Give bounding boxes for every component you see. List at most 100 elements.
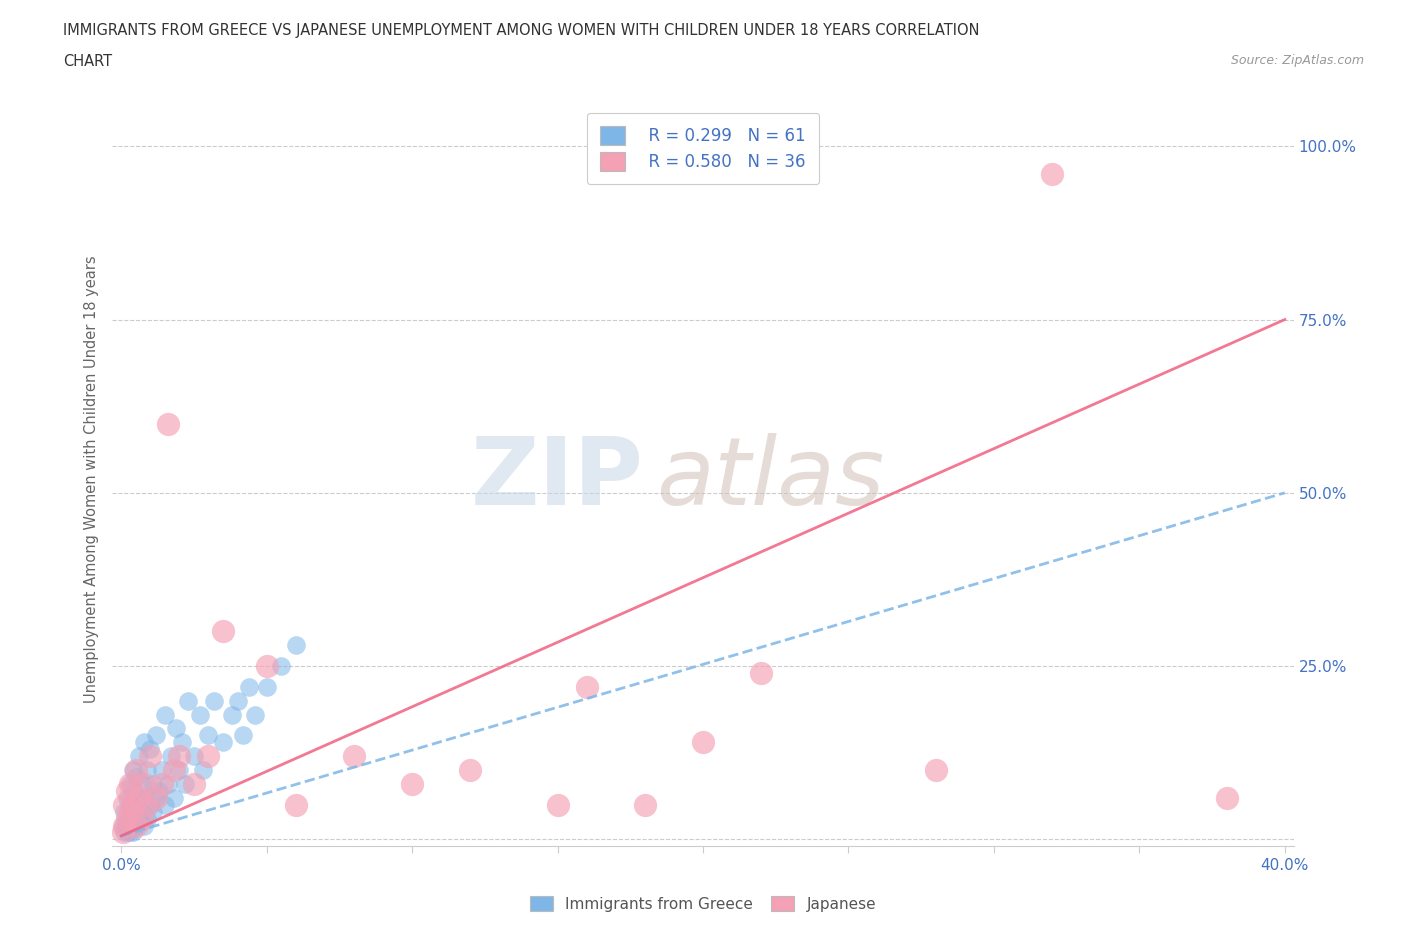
Point xyxy=(202,693,225,708)
Point xyxy=(1040,166,1063,181)
Point xyxy=(112,797,135,812)
Point xyxy=(134,790,156,805)
Point xyxy=(118,811,141,826)
Point xyxy=(188,707,211,722)
Point xyxy=(111,825,134,840)
Point xyxy=(115,790,138,805)
Legend: Immigrants from Greece, Japanese: Immigrants from Greece, Japanese xyxy=(524,889,882,918)
Point xyxy=(243,707,266,722)
Point xyxy=(142,777,165,791)
Point xyxy=(169,749,191,764)
Point xyxy=(692,735,714,750)
Point xyxy=(136,763,159,777)
Point xyxy=(131,804,153,819)
Point xyxy=(112,818,135,833)
Point xyxy=(134,818,156,833)
Point xyxy=(284,797,307,812)
Point xyxy=(128,749,150,764)
Point xyxy=(162,790,184,805)
Point xyxy=(118,777,141,791)
Point xyxy=(221,707,243,722)
Point xyxy=(128,790,150,805)
Point xyxy=(1215,790,1237,805)
Point xyxy=(458,763,481,777)
Point xyxy=(547,797,569,812)
Point xyxy=(139,742,162,757)
Point xyxy=(118,777,141,791)
Point xyxy=(145,728,167,743)
Point xyxy=(212,624,235,639)
Point xyxy=(125,763,148,777)
Legend:   R = 0.299   N = 61,   R = 0.580   N = 36: R = 0.299 N = 61, R = 0.580 N = 36 xyxy=(586,113,820,184)
Point xyxy=(117,818,139,833)
Point xyxy=(150,777,173,791)
Point xyxy=(131,777,153,791)
Point xyxy=(115,811,138,826)
Text: IMMIGRANTS FROM GREECE VS JAPANESE UNEMPLOYMENT AMONG WOMEN WITH CHILDREN UNDER : IMMIGRANTS FROM GREECE VS JAPANESE UNEMP… xyxy=(63,23,980,38)
Point xyxy=(136,811,159,826)
Point xyxy=(121,763,143,777)
Point xyxy=(136,797,159,812)
Text: CHART: CHART xyxy=(63,54,112,69)
Point xyxy=(575,680,598,695)
Point xyxy=(270,658,292,673)
Point xyxy=(256,680,278,695)
Text: ZIP: ZIP xyxy=(471,433,644,525)
Text: Source: ZipAtlas.com: Source: ZipAtlas.com xyxy=(1230,54,1364,67)
Point xyxy=(166,721,188,736)
Point xyxy=(238,680,260,695)
Point xyxy=(112,804,135,819)
Point xyxy=(134,777,156,791)
Point xyxy=(174,777,197,791)
Point xyxy=(121,783,143,798)
Point xyxy=(749,666,772,681)
Point xyxy=(226,693,249,708)
Point xyxy=(156,777,179,791)
Point xyxy=(191,763,214,777)
Point xyxy=(125,818,148,833)
Point xyxy=(145,790,167,805)
Point xyxy=(197,728,219,743)
Point xyxy=(153,797,176,812)
Point xyxy=(139,797,162,812)
Point xyxy=(118,804,141,819)
Point xyxy=(212,735,235,750)
Point xyxy=(925,763,948,777)
Point xyxy=(159,749,181,764)
Point xyxy=(118,825,141,840)
Point xyxy=(256,658,278,673)
Point xyxy=(169,763,191,777)
Point xyxy=(197,749,219,764)
Point xyxy=(156,416,179,431)
Point xyxy=(115,783,138,798)
Point xyxy=(142,804,165,819)
Point xyxy=(634,797,657,812)
Point xyxy=(134,735,156,750)
Point xyxy=(177,693,200,708)
Point xyxy=(121,804,143,819)
Point xyxy=(114,818,136,833)
Point xyxy=(162,763,184,777)
Point xyxy=(128,811,150,826)
Point xyxy=(115,811,138,826)
Point xyxy=(115,825,138,840)
Point xyxy=(125,797,148,812)
Point xyxy=(118,797,141,812)
Point xyxy=(125,818,148,833)
Text: atlas: atlas xyxy=(655,433,884,525)
Point xyxy=(284,638,307,653)
Point xyxy=(131,811,153,826)
Point xyxy=(145,790,167,805)
Point xyxy=(153,707,176,722)
Point xyxy=(139,749,162,764)
Point xyxy=(183,777,205,791)
Point xyxy=(128,790,150,805)
Point xyxy=(112,825,135,840)
Point xyxy=(111,818,134,833)
Y-axis label: Unemployment Among Women with Children Under 18 years: Unemployment Among Women with Children U… xyxy=(83,255,98,703)
Point xyxy=(125,769,148,784)
Point xyxy=(232,728,254,743)
Point xyxy=(183,749,205,764)
Point xyxy=(401,777,423,791)
Point xyxy=(343,749,366,764)
